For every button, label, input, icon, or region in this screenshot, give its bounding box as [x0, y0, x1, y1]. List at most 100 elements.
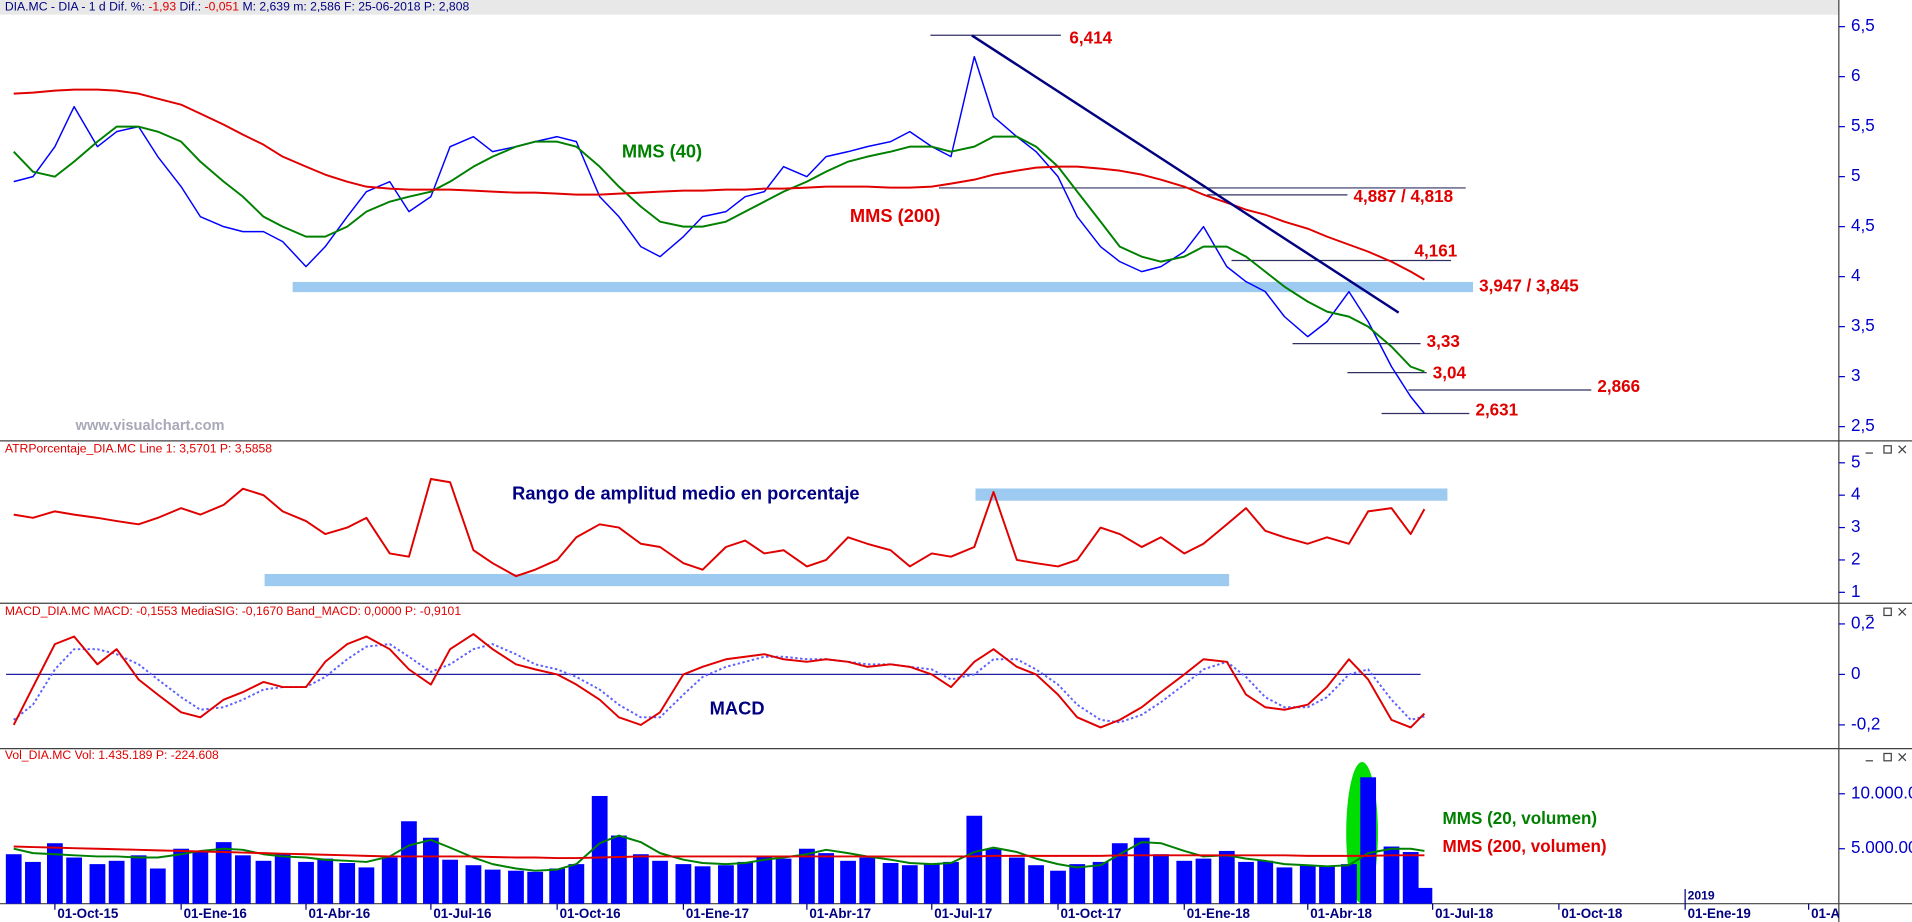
x-tick-label: 01-Ene-19 — [1688, 906, 1751, 921]
volume-bar — [818, 853, 834, 904]
y-tick-label: 10.000.000 — [1851, 783, 1912, 802]
volume-bar — [694, 866, 711, 904]
header-segment: Vol_DIA.MC Vol: 1.435.189 P: -224.608 — [5, 748, 219, 762]
volume-bar — [756, 856, 773, 904]
x-tick-label: 01-Abr-16 — [308, 906, 370, 921]
window-controls[interactable] — [1865, 445, 1907, 762]
volume-bar — [339, 863, 356, 904]
x-tick-label: 01-Jul-17 — [934, 906, 992, 921]
volume-bar — [1153, 854, 1169, 904]
close[interactable] — [1898, 445, 1907, 454]
header-segment: -1,93 — [148, 0, 176, 14]
volume-bar — [737, 861, 754, 904]
volume-bar — [381, 857, 398, 904]
series-label: MMS (40) — [622, 140, 702, 161]
panel-header: MACD_DIA.MC MACD: -0,1553 MediaSIG: -0,1… — [5, 604, 461, 618]
volume-bar — [484, 869, 501, 904]
y-tick-label: 4 — [1851, 485, 1860, 504]
volume-bar — [652, 860, 668, 904]
annotation: MACD — [710, 697, 765, 718]
level-label: 3,04 — [1433, 363, 1467, 382]
series-line — [13, 125, 1425, 373]
volume-bar — [1402, 852, 1419, 904]
header-bar — [0, 0, 1839, 15]
volume-bar — [966, 815, 983, 904]
volume-bar — [255, 860, 272, 904]
volume-bar — [882, 863, 899, 904]
y-tick-label: 3,5 — [1851, 316, 1875, 335]
y-tick-label: 3 — [1851, 366, 1860, 385]
volume-bar — [1416, 887, 1433, 904]
header-segment: MACD_DIA.MC MACD: -0,1553 MediaSIG: -0,1… — [5, 604, 461, 618]
volume-bar — [1276, 867, 1293, 904]
y-tick-label: -0,2 — [1851, 714, 1880, 733]
y-tick-label: 0,2 — [1851, 613, 1875, 632]
volume-bar — [465, 865, 482, 904]
y-tick-label: 0 — [1851, 664, 1860, 683]
x-tick-label: 01-Oct-17 — [1060, 906, 1121, 921]
volume-bar — [1319, 866, 1335, 904]
y-tick-label: 5,5 — [1851, 116, 1875, 135]
volume-bar — [591, 795, 608, 904]
header-segment: ATRPorcentaje_DIA.MC Line 1: 3,5701 P: 3… — [5, 442, 272, 456]
trend-line — [971, 34, 1400, 314]
year-label: 2019 — [1688, 889, 1715, 903]
x-axis: 01-Oct-15 01-Ene-16 01-Abr-16 01-Jul-16 01-O… — [54, 889, 1873, 921]
volume-bar — [1383, 846, 1400, 904]
volume-bar — [66, 857, 82, 904]
volume-bar — [799, 848, 815, 904]
level-label: 2,866 — [1597, 377, 1640, 396]
volume-bar — [47, 843, 63, 904]
volume-bar — [298, 861, 314, 904]
level-label: 3,33 — [1427, 332, 1460, 351]
series-label: MMS (200) — [850, 205, 940, 226]
volume-bar — [1092, 861, 1109, 904]
y-tick-label: 5 — [1851, 166, 1860, 185]
volume-bar — [108, 860, 125, 904]
panel-header: DIA.MC - DIA - 1 d Dif. %: -1,93 Dif.: -… — [5, 0, 470, 14]
maximize[interactable] — [1883, 445, 1892, 454]
volume-bar — [632, 854, 649, 904]
volume-bar — [1218, 850, 1235, 904]
volume-bar — [1050, 870, 1066, 904]
x-tick-label: 01-Oct-16 — [560, 906, 621, 921]
volume-bar — [1111, 843, 1128, 904]
volume-bar — [943, 861, 959, 904]
volume-bar — [527, 871, 544, 904]
volume-bar — [1257, 860, 1274, 904]
volume-bar — [423, 837, 439, 904]
x-tick-label: 01-Abr-19 — [1811, 906, 1873, 921]
level-label: 6,414 — [1069, 28, 1112, 47]
series-label: MMS (20, volumen) — [1443, 809, 1598, 828]
x-tick-label: 01-Ene-18 — [1187, 906, 1251, 921]
volume-bar — [1133, 837, 1150, 904]
x-tick-label: 01-Abr-17 — [809, 906, 871, 921]
x-tick-label: 01-Abr-18 — [1310, 906, 1372, 921]
y-tick-label: 2 — [1851, 549, 1860, 568]
close[interactable] — [1898, 607, 1907, 616]
volume-bar — [274, 853, 291, 904]
y-tick-label: 4,5 — [1851, 216, 1875, 235]
volume-bar — [130, 855, 147, 904]
volume-bar — [317, 858, 334, 904]
volume-bar — [235, 855, 251, 904]
volume-bar — [173, 848, 190, 904]
volume-bar — [1176, 860, 1193, 904]
volume-bar — [923, 864, 940, 904]
volume-bar — [149, 868, 166, 904]
maximize[interactable] — [1883, 752, 1892, 762]
x-tick-label: 01-Ene-17 — [686, 906, 749, 921]
label-layer: DIA.MC - DIA - 1 d Dif. %: -1,93 Dif.: -… — [5, 0, 1912, 921]
x-tick-label: 01-Jul-16 — [433, 906, 491, 921]
volume-bar — [1341, 864, 1357, 904]
volume-bar — [1195, 858, 1212, 904]
close[interactable] — [1898, 753, 1907, 762]
y-tick-label: 5.000.000 — [1851, 838, 1912, 857]
annotation: www.visualchart.com — [75, 418, 225, 434]
highlight-band — [975, 488, 1448, 501]
maximize[interactable] — [1883, 607, 1892, 617]
x-tick-label: 01-Oct-15 — [57, 906, 119, 921]
series-line — [12, 633, 1426, 729]
